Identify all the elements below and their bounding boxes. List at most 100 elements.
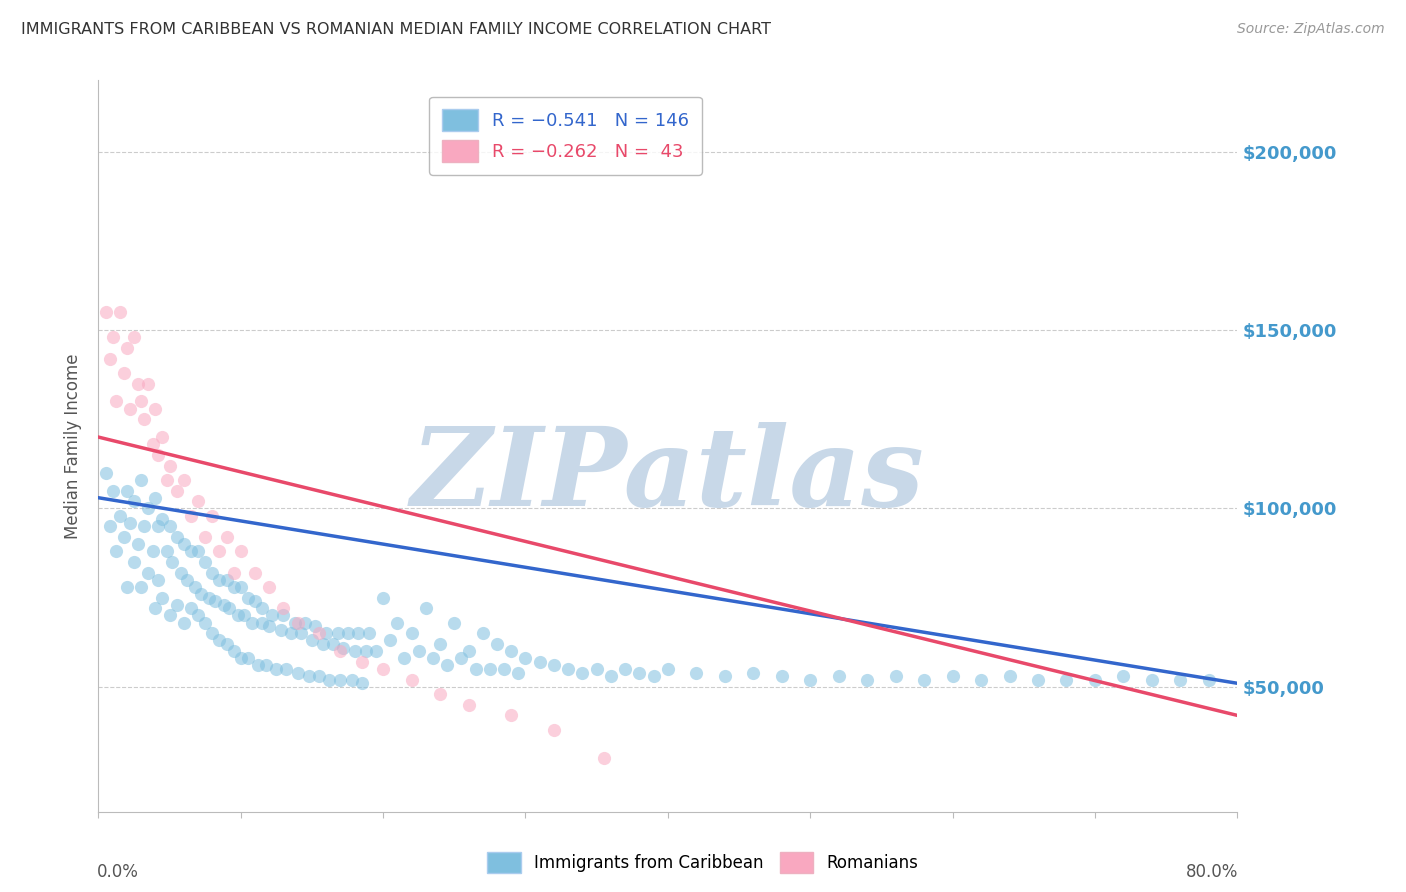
Point bbox=[294, 615, 316, 630]
Point bbox=[457, 644, 479, 658]
Point bbox=[180, 508, 202, 523]
Point bbox=[215, 573, 238, 587]
Text: Source: ZipAtlas.com: Source: ZipAtlas.com bbox=[1237, 22, 1385, 37]
Point bbox=[304, 619, 326, 633]
Point bbox=[436, 658, 458, 673]
Point bbox=[557, 662, 579, 676]
Point bbox=[856, 673, 879, 687]
Point bbox=[136, 376, 159, 391]
Point bbox=[122, 330, 145, 344]
Point bbox=[394, 651, 416, 665]
Point bbox=[101, 330, 124, 344]
Text: 80.0%: 80.0% bbox=[1187, 863, 1239, 881]
Point bbox=[450, 651, 472, 665]
Point bbox=[201, 626, 224, 640]
Point bbox=[308, 669, 330, 683]
Point bbox=[98, 351, 121, 366]
Point bbox=[364, 644, 387, 658]
Point bbox=[104, 544, 127, 558]
Point bbox=[884, 669, 907, 683]
Legend: R = −0.541   N = 146, R = −0.262   N =  43: R = −0.541 N = 146, R = −0.262 N = 43 bbox=[429, 96, 702, 175]
Point bbox=[422, 651, 444, 665]
Point bbox=[312, 637, 335, 651]
Point bbox=[515, 651, 537, 665]
Point bbox=[346, 626, 368, 640]
Point bbox=[152, 591, 174, 605]
Point bbox=[508, 665, 530, 680]
Point bbox=[1112, 669, 1135, 683]
Point bbox=[173, 473, 195, 487]
Point bbox=[129, 580, 152, 594]
Point bbox=[343, 644, 366, 658]
Point bbox=[118, 516, 141, 530]
Point bbox=[457, 698, 479, 712]
Point bbox=[187, 544, 209, 558]
Point bbox=[132, 412, 155, 426]
Point bbox=[122, 555, 145, 569]
Point bbox=[298, 669, 321, 683]
Point bbox=[194, 555, 217, 569]
Point bbox=[204, 594, 226, 608]
Point bbox=[329, 644, 352, 658]
Point bbox=[112, 530, 135, 544]
Point bbox=[486, 637, 509, 651]
Point bbox=[198, 591, 221, 605]
Point bbox=[380, 633, 402, 648]
Point bbox=[429, 687, 451, 701]
Text: 0.0%: 0.0% bbox=[97, 863, 139, 881]
Point bbox=[173, 537, 195, 551]
Point bbox=[259, 580, 281, 594]
Point bbox=[159, 519, 181, 533]
Point bbox=[828, 669, 851, 683]
Point bbox=[141, 544, 163, 558]
Point bbox=[354, 644, 377, 658]
Point bbox=[326, 626, 349, 640]
Point bbox=[357, 626, 380, 640]
Point bbox=[229, 544, 252, 558]
Point bbox=[322, 637, 344, 651]
Point bbox=[127, 376, 149, 391]
Point bbox=[373, 591, 395, 605]
Point bbox=[243, 566, 266, 580]
Point bbox=[112, 366, 135, 380]
Point bbox=[543, 723, 565, 737]
Point bbox=[543, 658, 565, 673]
Point bbox=[1084, 673, 1107, 687]
Text: ZIPatlas: ZIPatlas bbox=[411, 422, 925, 529]
Point bbox=[208, 573, 231, 587]
Point bbox=[104, 394, 127, 409]
Point bbox=[115, 483, 138, 498]
Point bbox=[108, 305, 131, 319]
Point bbox=[101, 483, 124, 498]
Point bbox=[273, 608, 295, 623]
Point bbox=[129, 394, 152, 409]
Point bbox=[136, 501, 159, 516]
Point bbox=[429, 637, 451, 651]
Point bbox=[970, 673, 993, 687]
Point bbox=[912, 673, 935, 687]
Point bbox=[98, 519, 121, 533]
Point bbox=[148, 448, 170, 462]
Point bbox=[190, 587, 212, 601]
Point bbox=[94, 466, 117, 480]
Point bbox=[685, 665, 707, 680]
Point bbox=[166, 598, 188, 612]
Legend: Immigrants from Caribbean, Romanians: Immigrants from Caribbean, Romanians bbox=[481, 846, 925, 880]
Point bbox=[194, 615, 217, 630]
Point bbox=[159, 458, 181, 473]
Point bbox=[148, 573, 170, 587]
Point bbox=[714, 669, 737, 683]
Point bbox=[222, 644, 245, 658]
Point bbox=[159, 608, 181, 623]
Point bbox=[170, 566, 193, 580]
Point bbox=[108, 508, 131, 523]
Point bbox=[276, 662, 298, 676]
Point bbox=[443, 615, 465, 630]
Point bbox=[122, 494, 145, 508]
Point bbox=[266, 662, 288, 676]
Point bbox=[387, 615, 409, 630]
Point bbox=[600, 669, 623, 683]
Point bbox=[643, 669, 665, 683]
Point bbox=[243, 594, 266, 608]
Point bbox=[208, 633, 231, 648]
